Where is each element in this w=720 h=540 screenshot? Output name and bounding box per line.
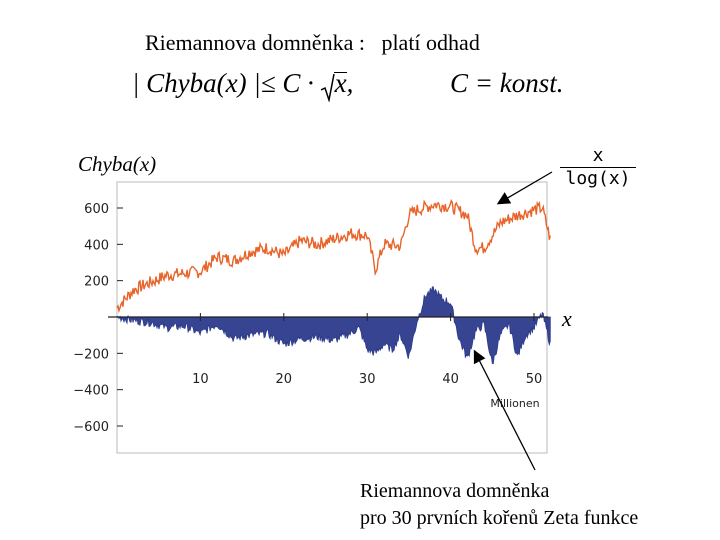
arrow-to-orange xyxy=(496,171,553,205)
fraction-label: x log(x) xyxy=(558,146,638,189)
x-tick-label: 40 xyxy=(442,372,459,387)
note-line-2: pro 30 prvních kořenů Zeta funkce xyxy=(360,507,639,529)
x-tick-label: 10 xyxy=(192,372,209,387)
series-x-over-log-x xyxy=(116,199,551,314)
slide-title: Riemannova domněnka : platí odhad xyxy=(145,30,480,55)
formula-sqrt-arg: x xyxy=(334,68,347,98)
x-tick-label: 50 xyxy=(526,372,543,387)
x-tick-label: 30 xyxy=(359,372,376,387)
formula-left: | Chyba(x) |≤ C · xyxy=(132,68,314,98)
formula-bound: | Chyba(x) |≤ C · x , C = konst. xyxy=(132,68,563,102)
sqrt-symbol: x xyxy=(320,68,347,102)
series-riemann-area xyxy=(116,286,551,365)
y-tick-label: 400 xyxy=(84,238,109,253)
fraction-denominator: log(x) xyxy=(565,168,631,189)
y-tick-label: −600 xyxy=(73,420,109,435)
formula-right: C = konst. xyxy=(450,68,564,98)
x-axis-unit: Millionen xyxy=(490,397,539,410)
formula-comma: , xyxy=(346,68,354,98)
y-tick-label: −400 xyxy=(73,384,109,399)
y-tick-label: 600 xyxy=(84,202,109,217)
y-axis-label: Chyba(x) xyxy=(78,152,157,176)
y-tick-label: 200 xyxy=(84,275,109,290)
x-axis-label: x xyxy=(562,306,572,331)
note-line-1: Riemannova domněnka xyxy=(360,480,550,502)
x-tick-label: 20 xyxy=(276,372,293,387)
fraction-numerator: x xyxy=(592,145,604,166)
y-tick-label: −200 xyxy=(73,347,109,362)
arrow-to-blue xyxy=(473,349,536,471)
note-text: Riemannova domněnka pro 30 prvních kořen… xyxy=(360,478,638,532)
